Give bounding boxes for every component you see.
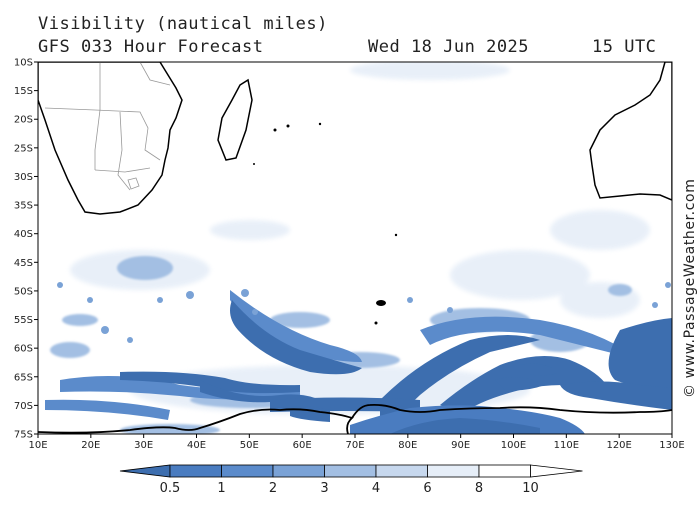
legend-label: 4 xyxy=(372,481,380,496)
lon-label: 60E xyxy=(293,440,312,451)
legend-label: 10 xyxy=(522,481,539,496)
madagascar-coast xyxy=(217,78,253,161)
legend-swatch xyxy=(324,464,377,478)
lat-label: 10S xyxy=(14,58,33,69)
legend-swatch xyxy=(478,464,531,478)
antarctica-coast-west xyxy=(38,408,354,434)
country-borders xyxy=(44,62,171,191)
lat-label: 70S xyxy=(14,401,33,412)
forecast-label: GFS 033 Hour Forecast xyxy=(38,37,264,57)
credit-text: © www.PassageWeather.com xyxy=(682,179,698,398)
lon-label: 100E xyxy=(501,440,526,451)
lat-label: 15S xyxy=(14,86,33,97)
australia-coast xyxy=(589,62,672,201)
lon-label: 120E xyxy=(606,440,631,451)
lat-label: 40S xyxy=(14,229,33,240)
legend-arrow-low xyxy=(119,464,171,478)
lon-label: 10E xyxy=(28,440,47,451)
lat-label: 75S xyxy=(14,430,33,441)
islands xyxy=(253,122,398,325)
legend-swatch xyxy=(375,464,428,478)
forecast-date: Wed 18 Jun 2025 xyxy=(368,37,530,57)
lon-label: 50E xyxy=(240,440,259,451)
legend-swatch xyxy=(221,464,274,478)
legend-label: 6 xyxy=(423,481,431,496)
lon-label: 20E xyxy=(81,440,100,451)
lon-label: 70E xyxy=(345,440,364,451)
map-title: Visibility (nautical miles) xyxy=(38,14,328,34)
antarctica-coast-east xyxy=(351,403,672,419)
legend-swatch xyxy=(427,464,480,478)
lat-label: 35S xyxy=(14,201,33,212)
legend-label: 3 xyxy=(320,481,328,496)
visibility-legend: 0.5 1 2 3 4 6 8 10 xyxy=(119,464,583,496)
legend-arrow-high xyxy=(530,464,583,478)
visibility-field xyxy=(38,62,672,434)
africa-coast xyxy=(38,62,183,215)
legend-swatch xyxy=(272,464,325,478)
lon-label: 40E xyxy=(187,440,206,451)
lat-label: 65S xyxy=(14,372,33,383)
longitude-axis: 10E 20E 30E 40E 50E 60E 70E 80E 90E 100E 110E 120E 1… xyxy=(28,434,685,451)
latitude-axis: 10S 15S 20S 25S 30S 35S 40S 45S 50S 55S 60S 65S 70S 7… xyxy=(14,58,38,441)
lon-label: 80E xyxy=(398,440,417,451)
legend-label: 8 xyxy=(475,481,483,496)
lat-label: 25S xyxy=(14,143,33,154)
lat-label: 50S xyxy=(14,286,33,297)
lat-label: 30S xyxy=(14,172,33,183)
lat-label: 45S xyxy=(14,258,33,269)
legend-label: 2 xyxy=(269,481,277,496)
legend-label: 0.5 xyxy=(160,481,181,496)
lon-label: 110E xyxy=(554,440,579,451)
legend-swatch xyxy=(169,464,222,478)
forecast-time: 15 UTC xyxy=(592,37,657,57)
lon-label: 30E xyxy=(134,440,153,451)
lat-label: 60S xyxy=(14,344,33,355)
legend-label: 1 xyxy=(217,481,225,496)
lat-label: 20S xyxy=(14,115,33,126)
lon-label: 130E xyxy=(659,440,684,451)
lat-label: 55S xyxy=(14,315,33,326)
lon-label: 90E xyxy=(451,440,470,451)
